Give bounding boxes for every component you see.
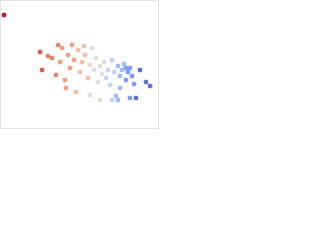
point [111,69,117,75]
point [115,97,121,103]
point [37,49,43,55]
point [123,77,129,83]
point [87,92,93,98]
point [127,95,133,101]
point [137,67,143,73]
chart [0,0,159,129]
point [82,52,88,58]
point [117,73,123,79]
point [62,77,68,83]
point [127,65,133,71]
point [59,45,65,51]
point [67,65,73,71]
point [103,75,109,81]
point [89,45,95,51]
point [55,42,61,48]
point [75,47,81,53]
point [79,59,85,65]
point [125,69,131,75]
point [63,85,69,91]
page: {"chart_data": {"type": "scatter", "xlim… [0,0,160,130]
plot-frame [0,0,159,129]
point [93,55,99,61]
point [77,69,83,75]
point [71,57,77,63]
point [97,63,103,69]
point [123,65,129,71]
point [109,57,115,63]
point [113,93,119,99]
point [147,83,153,89]
point [57,59,63,65]
point [1,12,7,18]
point [45,53,51,59]
point [53,72,59,78]
point [119,67,125,73]
point [49,55,55,61]
point [101,59,107,65]
point [95,79,101,85]
point [129,73,135,79]
point [85,75,91,81]
point [121,61,127,67]
point [81,43,87,49]
point [65,52,71,58]
point [39,67,45,73]
point [73,89,79,95]
point [97,97,103,103]
point [99,71,105,77]
point [107,82,113,88]
point [117,85,123,91]
point [105,67,111,73]
point [69,42,75,48]
point [115,63,121,69]
point [143,79,149,85]
point [131,81,137,87]
point [91,67,97,73]
point [109,97,115,103]
point [87,62,93,68]
point [133,95,139,101]
